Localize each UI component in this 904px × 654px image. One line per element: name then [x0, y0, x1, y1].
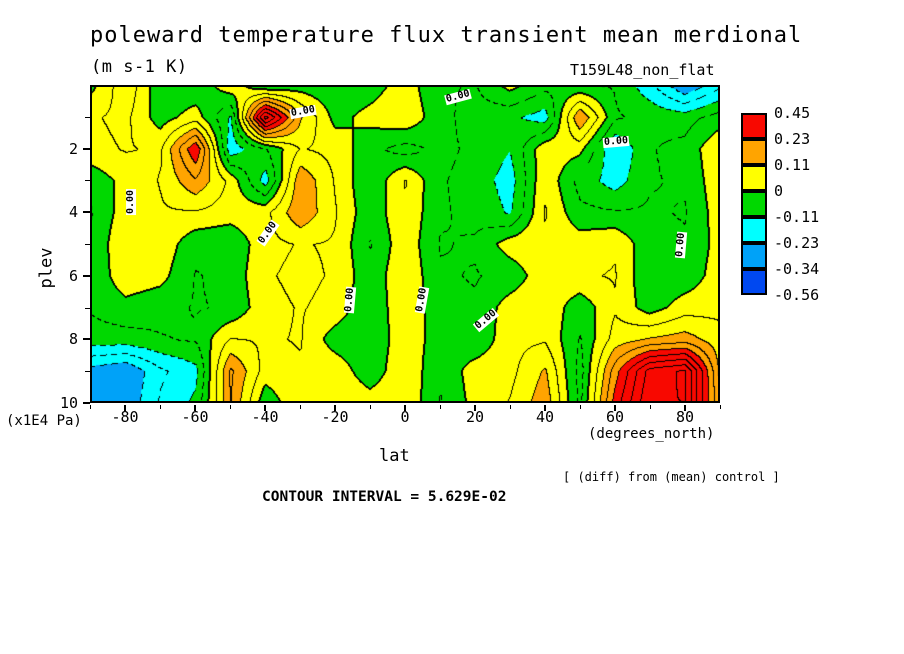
- y-axis-tick: [83, 147, 90, 150]
- x-axis-tick: [194, 405, 196, 411]
- x-axis-tick: [124, 405, 126, 411]
- x-axis-label: lat: [379, 446, 410, 466]
- x-axis-minor-tick: [720, 405, 721, 409]
- x-axis-minor-tick: [580, 405, 581, 409]
- colorbar-label: -0.23: [774, 234, 820, 252]
- x-axis-tick-label: 0: [400, 408, 410, 426]
- x-axis-tick: [614, 405, 616, 411]
- colorbar-segment: [741, 217, 767, 243]
- colorbar-segment: [741, 139, 767, 165]
- y-axis-tick-label: 6: [68, 266, 78, 285]
- x-axis-tick-label: 60: [605, 408, 625, 426]
- x-axis-tick-label: 40: [535, 408, 555, 426]
- x-axis-minor-tick: [510, 405, 511, 409]
- x-axis-unit: (degrees_north): [588, 426, 715, 442]
- colorbar-segment: [741, 165, 767, 191]
- y-axis-minor-tick: [85, 116, 90, 118]
- colorbar-segment: [741, 113, 767, 139]
- colorbar-label: 0.23: [774, 130, 811, 148]
- x-axis-minor-tick: [650, 405, 651, 409]
- y-axis-tick: [83, 274, 90, 277]
- colorbar-label: -0.56: [774, 286, 820, 304]
- colorbar-label: -0.11: [774, 208, 820, 226]
- colorbar-segment: [741, 243, 767, 269]
- x-axis-minor-tick: [370, 405, 371, 409]
- x-axis-minor-tick: [230, 405, 231, 409]
- y-axis-minor-tick: [85, 244, 90, 245]
- y-axis-tick: [83, 338, 90, 341]
- colorbar-label: -0.34: [774, 260, 820, 278]
- chart-title: poleward temperature flux transient mean…: [90, 23, 803, 48]
- x-axis-tick: [544, 405, 546, 411]
- x-axis-minor-tick: [300, 405, 301, 409]
- y-axis-minor-tick: [85, 371, 90, 373]
- y-axis-tick: [83, 402, 90, 404]
- run-label: T159L48_non_flat: [570, 61, 715, 79]
- x-axis-tick: [264, 405, 266, 411]
- y-axis-tick-label: 10: [59, 394, 78, 412]
- x-axis-tick: [474, 405, 476, 411]
- x-axis-minor-tick: [90, 405, 91, 409]
- colorbar-label: 0: [774, 182, 784, 200]
- x-axis-tick: [334, 405, 336, 411]
- y-axis-unit: (x1E4 Pa): [6, 413, 82, 429]
- y-axis-minor-tick: [85, 307, 90, 309]
- x-axis-tick-label: -60: [181, 408, 209, 426]
- x-axis-tick-label: 80: [675, 408, 695, 426]
- y-axis-label: plev: [36, 247, 57, 289]
- contour-interval-text: CONTOUR INTERVAL = 5.629E-02: [262, 489, 507, 505]
- colorbar-segment: [741, 191, 767, 217]
- y-axis-tick-label: 8: [68, 330, 78, 349]
- diff-annotation: [ (diff) from (mean) control ]: [563, 470, 780, 484]
- chart-units-subtitle: (m s-1 K): [91, 57, 188, 77]
- y-axis-minor-tick: [85, 180, 90, 182]
- colorbar-label: 0.45: [774, 104, 811, 122]
- x-axis-tick-label: -40: [251, 408, 279, 426]
- x-axis-tick: [404, 405, 406, 411]
- x-axis-tick: [684, 405, 686, 411]
- y-axis-tick: [83, 211, 90, 214]
- plot-frame: [90, 85, 720, 403]
- x-axis-tick-label: -20: [321, 408, 349, 426]
- colorbar-segment: [741, 269, 767, 295]
- x-axis-tick-label: -80: [111, 408, 139, 426]
- x-axis-minor-tick: [440, 405, 441, 409]
- y-axis-tick-label: 4: [68, 203, 78, 222]
- colorbar-label: 0.11: [774, 156, 811, 174]
- x-axis-tick-label: 20: [465, 408, 485, 426]
- x-axis-minor-tick: [160, 405, 161, 409]
- y-axis-tick-label: 2: [68, 139, 78, 158]
